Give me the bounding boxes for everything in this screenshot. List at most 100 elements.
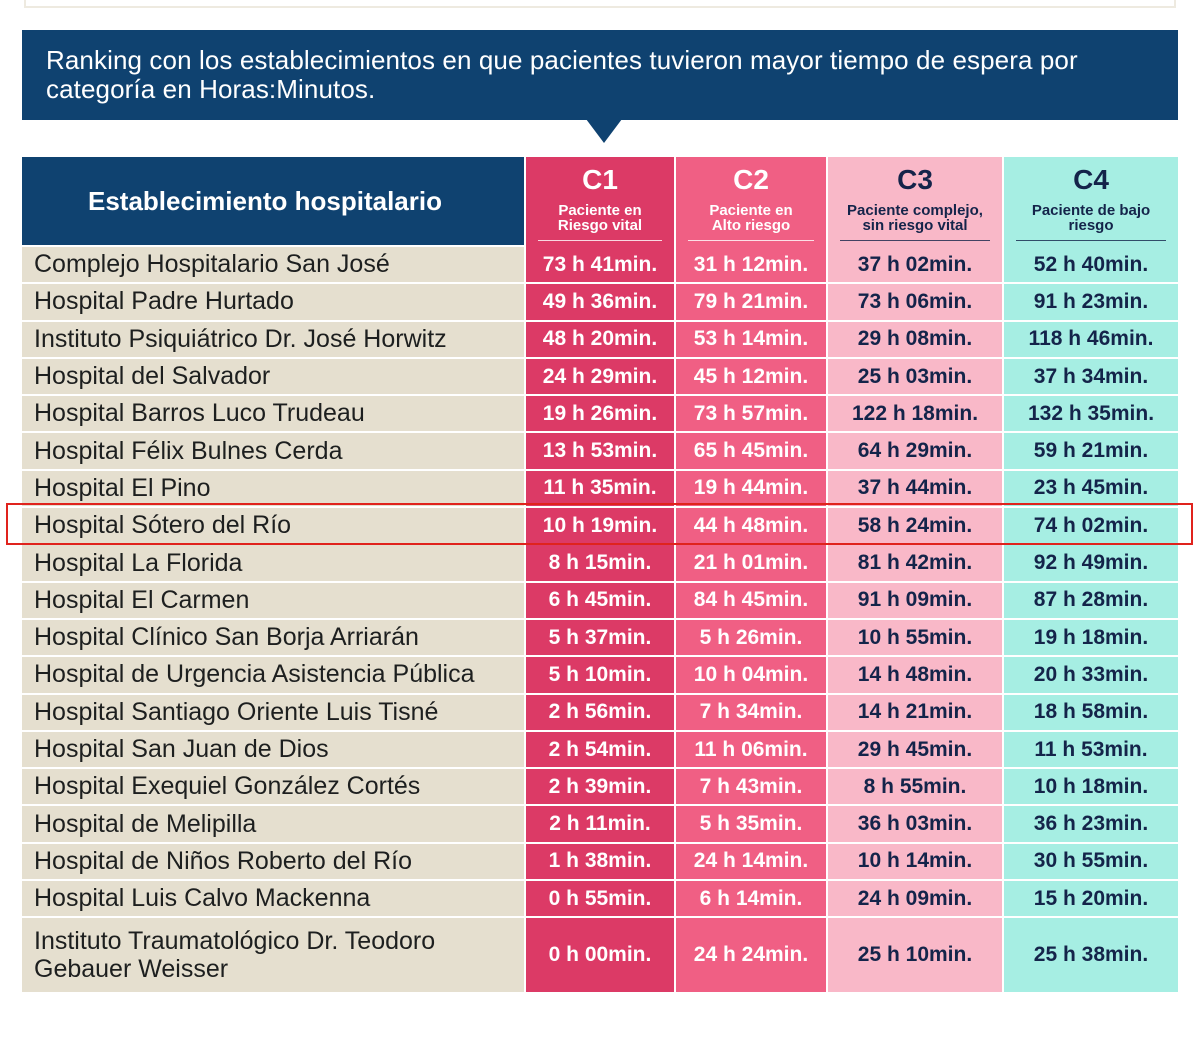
wait-time-c3: 73 h 06min.: [826, 282, 1002, 320]
hospital-name: Instituto Psiquiátrico Dr. José Horwitz: [22, 319, 524, 357]
wait-time-c3: 64 h 29min.: [826, 431, 1002, 469]
wait-time-c3: 25 h 10min.: [826, 916, 1002, 993]
header-category-c4: C4 Paciente de bajo riesgo: [1002, 157, 1178, 247]
wait-time-c4: 132 h 35min.: [1002, 394, 1178, 432]
wait-time-c3: 14 h 21min.: [826, 692, 1002, 730]
wait-time-c1: 10 h 19min.: [524, 506, 674, 544]
wait-time-c2: 6 h 14min.: [674, 879, 826, 917]
hospital-name: Hospital Exequiel González Cortés: [22, 767, 524, 805]
table-header-row: Establecimiento hospitalario C1 Paciente…: [22, 157, 1178, 247]
wait-time-c3: 29 h 45min.: [826, 729, 1002, 768]
category-code: C1: [582, 164, 618, 195]
wait-time-c3: 29 h 08min.: [826, 319, 1002, 357]
hospital-name: Hospital La Florida: [22, 543, 524, 581]
category-code: C3: [897, 164, 933, 195]
wait-time-c3: 81 h 42min.: [826, 543, 1002, 581]
wait-time-c1: 2 h 56min.: [524, 692, 674, 730]
table-row: Hospital Félix Bulnes Cerda 13 h 53min. …: [22, 431, 1178, 469]
wait-time-c4: 36 h 23min.: [1002, 804, 1178, 842]
table-row: Hospital Luis Calvo Mackenna 0 h 55min. …: [22, 879, 1178, 917]
wait-time-c2: 11 h 06min.: [674, 729, 826, 768]
wait-time-c4: 59 h 21min.: [1002, 431, 1178, 469]
wait-time-c3: 58 h 24min.: [826, 506, 1002, 544]
wait-time-c1: 5 h 37min.: [524, 617, 674, 656]
wait-time-c3: 10 h 14min.: [826, 841, 1002, 880]
wait-time-c2: 21 h 01min.: [674, 543, 826, 581]
banner-pointer-arrow: [586, 119, 622, 143]
wait-time-c2: 65 h 45min.: [674, 431, 826, 469]
category-description-line: Alto riesgo: [711, 217, 791, 234]
wait-time-c1: 13 h 53min.: [524, 431, 674, 469]
table-row: Hospital El Carmen 6 h 45min. 84 h 45min…: [22, 580, 1178, 618]
wait-time-c1: 73 h 41min.: [524, 247, 674, 283]
wait-time-c2: 45 h 12min.: [674, 356, 826, 395]
wait-time-c2: 84 h 45min.: [674, 580, 826, 618]
header-category-c2: C2 Paciente en Alto riesgo: [674, 157, 826, 247]
hospital-name: Hospital El Pino: [22, 468, 524, 507]
category-description-line: sin riesgo vital: [862, 217, 968, 234]
table-row: Hospital de Melipilla 2 h 11min. 5 h 35m…: [22, 804, 1178, 842]
intro-title: Ranking con los establecimientos en que …: [46, 45, 1078, 104]
category-underline: [688, 240, 814, 241]
wait-time-c1: 2 h 54min.: [524, 729, 674, 768]
wait-time-c2: 5 h 35min.: [674, 804, 826, 842]
wait-time-c2: 79 h 21min.: [674, 282, 826, 320]
table-row: Hospital San Juan de Dios 2 h 54min. 11 …: [22, 729, 1178, 768]
hospital-name: Hospital de Urgencia Asistencia Pública: [22, 655, 524, 693]
wait-time-c3: 122 h 18min.: [826, 394, 1002, 432]
wait-time-c2: 19 h 44min.: [674, 468, 826, 507]
wait-time-c3: 10 h 55min.: [826, 617, 1002, 656]
category-code: C4: [1073, 164, 1109, 195]
wait-time-c1: 24 h 29min.: [524, 356, 674, 395]
header-category-c3: C3 Paciente complejo, sin riesgo vital: [826, 157, 1002, 247]
wait-time-c3: 37 h 44min.: [826, 468, 1002, 507]
category-description: Paciente complejo, sin riesgo vital: [828, 203, 1002, 233]
top-card-edge: [24, 0, 1176, 8]
wait-time-c4: 74 h 02min.: [1002, 506, 1178, 544]
table-row: Instituto Psiquiátrico Dr. José Horwitz …: [22, 319, 1178, 357]
table-row: Hospital Clínico San Borja Arriarán 5 h …: [22, 617, 1178, 656]
wait-time-c2: 5 h 26min.: [674, 617, 826, 656]
category-description-line: Riesgo vital: [557, 217, 643, 234]
hospital-name: Hospital Félix Bulnes Cerda: [22, 431, 524, 469]
wait-time-c3: 14 h 48min.: [826, 655, 1002, 693]
table-row: Hospital del Salvador 24 h 29min. 45 h 1…: [22, 356, 1178, 395]
category-code: C2: [733, 164, 769, 195]
table-row: Complejo Hospitalario San José 73 h 41mi…: [22, 247, 1178, 283]
wait-time-c4: 92 h 49min.: [1002, 543, 1178, 581]
table-row: Hospital de Niños Roberto del Río 1 h 38…: [22, 841, 1178, 880]
wait-time-c1: 48 h 20min.: [524, 319, 674, 357]
wait-time-c1: 0 h 55min.: [524, 879, 674, 917]
wait-time-c3: 91 h 09min.: [826, 580, 1002, 618]
waiting-time-ranking-table: Establecimiento hospitalario C1 Paciente…: [22, 157, 1178, 993]
wait-time-c2: 24 h 24min.: [674, 916, 826, 993]
wait-time-c4: 52 h 40min.: [1002, 247, 1178, 283]
header-establishment: Establecimiento hospitalario: [22, 157, 524, 247]
hospital-name: Hospital El Carmen: [22, 580, 524, 618]
wait-time-c1: 5 h 10min.: [524, 655, 674, 693]
table-row: Hospital de Urgencia Asistencia Pública …: [22, 655, 1178, 693]
wait-time-c3: 25 h 03min.: [826, 356, 1002, 395]
wait-time-c4: 37 h 34min.: [1002, 356, 1178, 395]
wait-time-c1: 6 h 45min.: [524, 580, 674, 618]
category-underline: [1016, 240, 1166, 241]
hospital-name: Hospital San Juan de Dios: [22, 729, 524, 768]
wait-time-c1: 2 h 39min.: [524, 767, 674, 805]
category-description: Paciente en Alto riesgo: [676, 203, 826, 233]
hospital-name: Instituto Traumatológico Dr. Teodoro Geb…: [22, 916, 524, 993]
hospital-name: Hospital Padre Hurtado: [22, 282, 524, 320]
wait-time-c3: 37 h 02min.: [826, 247, 1002, 283]
hospital-name: Hospital de Niños Roberto del Río: [22, 841, 524, 880]
hospital-name: Hospital del Salvador: [22, 356, 524, 395]
category-description-line: Paciente en: [558, 202, 642, 219]
category-description: Paciente en Riesgo vital: [526, 203, 674, 233]
wait-time-c1: 49 h 36min.: [524, 282, 674, 320]
hospital-name: Complejo Hospitalario San José: [22, 247, 524, 283]
wait-time-c4: 25 h 38min.: [1002, 916, 1178, 993]
wait-time-c2: 73 h 57min.: [674, 394, 826, 432]
wait-time-c2: 7 h 43min.: [674, 767, 826, 805]
table-row: Hospital Exequiel González Cortés 2 h 39…: [22, 767, 1178, 805]
table-row-highlighted: Hospital Sótero del Río 10 h 19min. 44 h…: [22, 506, 1178, 544]
wait-time-c1: 0 h 00min.: [524, 916, 674, 993]
category-description-line: Paciente complejo,: [847, 202, 983, 219]
